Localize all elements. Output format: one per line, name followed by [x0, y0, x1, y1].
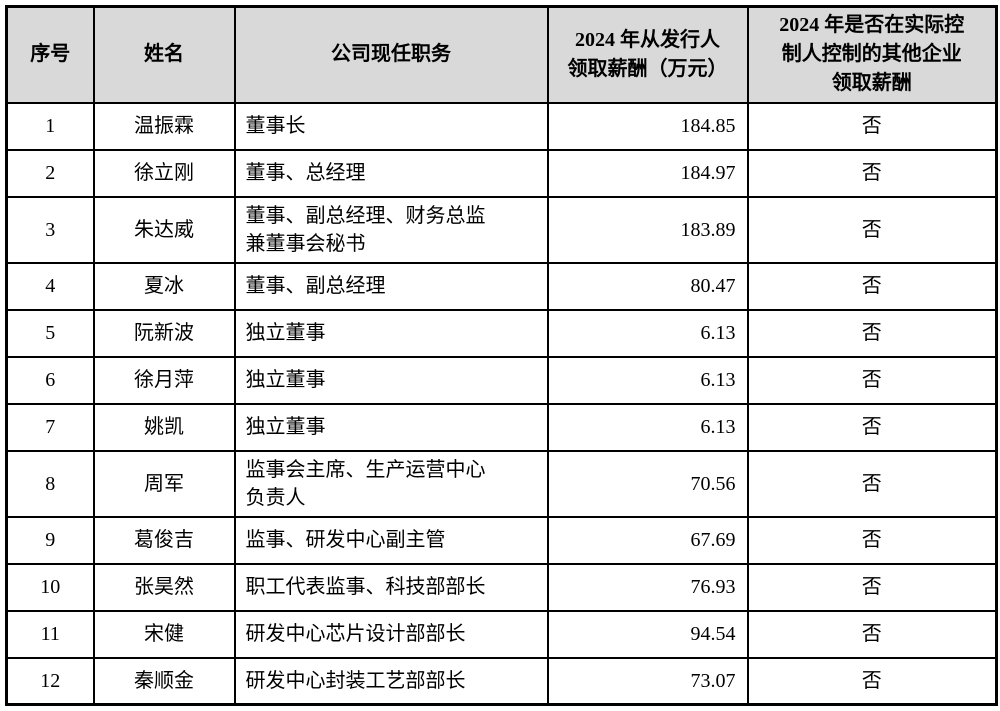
cell-other: 否 [746, 515, 998, 565]
cell-salary: 184.85 [546, 101, 749, 151]
cell-salary: 6.13 [546, 402, 749, 452]
cell-position: 监事、研发中心副主管 [233, 515, 549, 565]
cell-index: 7 [5, 402, 95, 452]
column-header-salary: 2024 年从发行人 领取薪酬（万元） [546, 5, 749, 104]
cell-name: 夏冰 [92, 261, 236, 311]
cell-other: 否 [746, 195, 998, 264]
table-row: 3 朱达威 董事、副总经理、财务总监 兼董事会秘书 183.89 否 [5, 195, 998, 264]
cell-other: 否 [746, 449, 998, 518]
header-row: 序号 姓名 公司现任职务 2024 年从发行人 领取薪酬（万元） 2024 年是… [5, 5, 998, 104]
cell-index: 1 [5, 101, 95, 151]
table-row: 4 夏冰 董事、副总经理 80.47 否 [5, 261, 998, 311]
table-row: 5 阮新波 独立董事 6.13 否 [5, 308, 998, 358]
column-header-index: 序号 [5, 5, 95, 104]
cell-position: 董事、副总经理 [233, 261, 549, 311]
cell-name: 温振霖 [92, 101, 236, 151]
cell-index: 11 [5, 609, 95, 659]
cell-index: 2 [5, 148, 95, 198]
cell-name: 徐月萍 [92, 355, 236, 405]
cell-salary: 80.47 [546, 261, 749, 311]
cell-salary: 183.89 [546, 195, 749, 264]
column-header-position: 公司现任职务 [233, 5, 549, 104]
cell-salary: 184.97 [546, 148, 749, 198]
cell-name: 葛俊吉 [92, 515, 236, 565]
cell-name: 宋健 [92, 609, 236, 659]
table-row: 11 宋健 研发中心芯片设计部部长 94.54 否 [5, 609, 998, 659]
cell-position: 独立董事 [233, 402, 549, 452]
table-row: 1 温振霖 董事长 184.85 否 [5, 101, 998, 151]
cell-index: 9 [5, 515, 95, 565]
table-row: 9 葛俊吉 监事、研发中心副主管 67.69 否 [5, 515, 998, 565]
compensation-table: 序号 姓名 公司现任职务 2024 年从发行人 领取薪酬（万元） 2024 年是… [5, 5, 998, 706]
cell-name: 徐立刚 [92, 148, 236, 198]
cell-other: 否 [746, 355, 998, 405]
cell-index: 10 [5, 562, 95, 612]
cell-position: 董事、副总经理、财务总监 兼董事会秘书 [233, 195, 549, 264]
cell-other: 否 [746, 402, 998, 452]
table-row: 6 徐月萍 独立董事 6.13 否 [5, 355, 998, 405]
cell-index: 4 [5, 261, 95, 311]
table-row: 2 徐立刚 董事、总经理 184.97 否 [5, 148, 998, 198]
cell-name: 阮新波 [92, 308, 236, 358]
column-header-name: 姓名 [92, 5, 236, 104]
cell-salary: 6.13 [546, 308, 749, 358]
table-row: 7 姚凯 独立董事 6.13 否 [5, 402, 998, 452]
cell-other: 否 [746, 656, 998, 706]
cell-other: 否 [746, 562, 998, 612]
cell-index: 12 [5, 656, 95, 706]
cell-name: 周军 [92, 449, 236, 518]
cell-position: 研发中心芯片设计部部长 [233, 609, 549, 659]
table-row: 12 秦顺金 研发中心封装工艺部部长 73.07 否 [5, 656, 998, 706]
table-row: 8 周军 监事会主席、生产运营中心 负责人 70.56 否 [5, 449, 998, 518]
cell-other: 否 [746, 261, 998, 311]
column-header-other: 2024 年是否在实际控 制人控制的其他企业 领取薪酬 [746, 5, 998, 104]
cell-name: 秦顺金 [92, 656, 236, 706]
cell-other: 否 [746, 308, 998, 358]
cell-position: 监事会主席、生产运营中心 负责人 [233, 449, 549, 518]
cell-position: 职工代表监事、科技部部长 [233, 562, 549, 612]
cell-name: 朱达威 [92, 195, 236, 264]
cell-salary: 67.69 [546, 515, 749, 565]
cell-other: 否 [746, 101, 998, 151]
cell-name: 姚凯 [92, 402, 236, 452]
cell-index: 6 [5, 355, 95, 405]
cell-index: 3 [5, 195, 95, 264]
cell-salary: 73.07 [546, 656, 749, 706]
cell-position: 董事长 [233, 101, 549, 151]
table-row: 10 张昊然 职工代表监事、科技部部长 76.93 否 [5, 562, 998, 612]
cell-index: 5 [5, 308, 95, 358]
cell-salary: 70.56 [546, 449, 749, 518]
cell-salary: 76.93 [546, 562, 749, 612]
cell-salary: 94.54 [546, 609, 749, 659]
cell-position: 董事、总经理 [233, 148, 549, 198]
cell-name: 张昊然 [92, 562, 236, 612]
cell-other: 否 [746, 609, 998, 659]
cell-position: 独立董事 [233, 355, 549, 405]
cell-other: 否 [746, 148, 998, 198]
cell-index: 8 [5, 449, 95, 518]
cell-position: 研发中心封装工艺部部长 [233, 656, 549, 706]
cell-salary: 6.13 [546, 355, 749, 405]
cell-position: 独立董事 [233, 308, 549, 358]
